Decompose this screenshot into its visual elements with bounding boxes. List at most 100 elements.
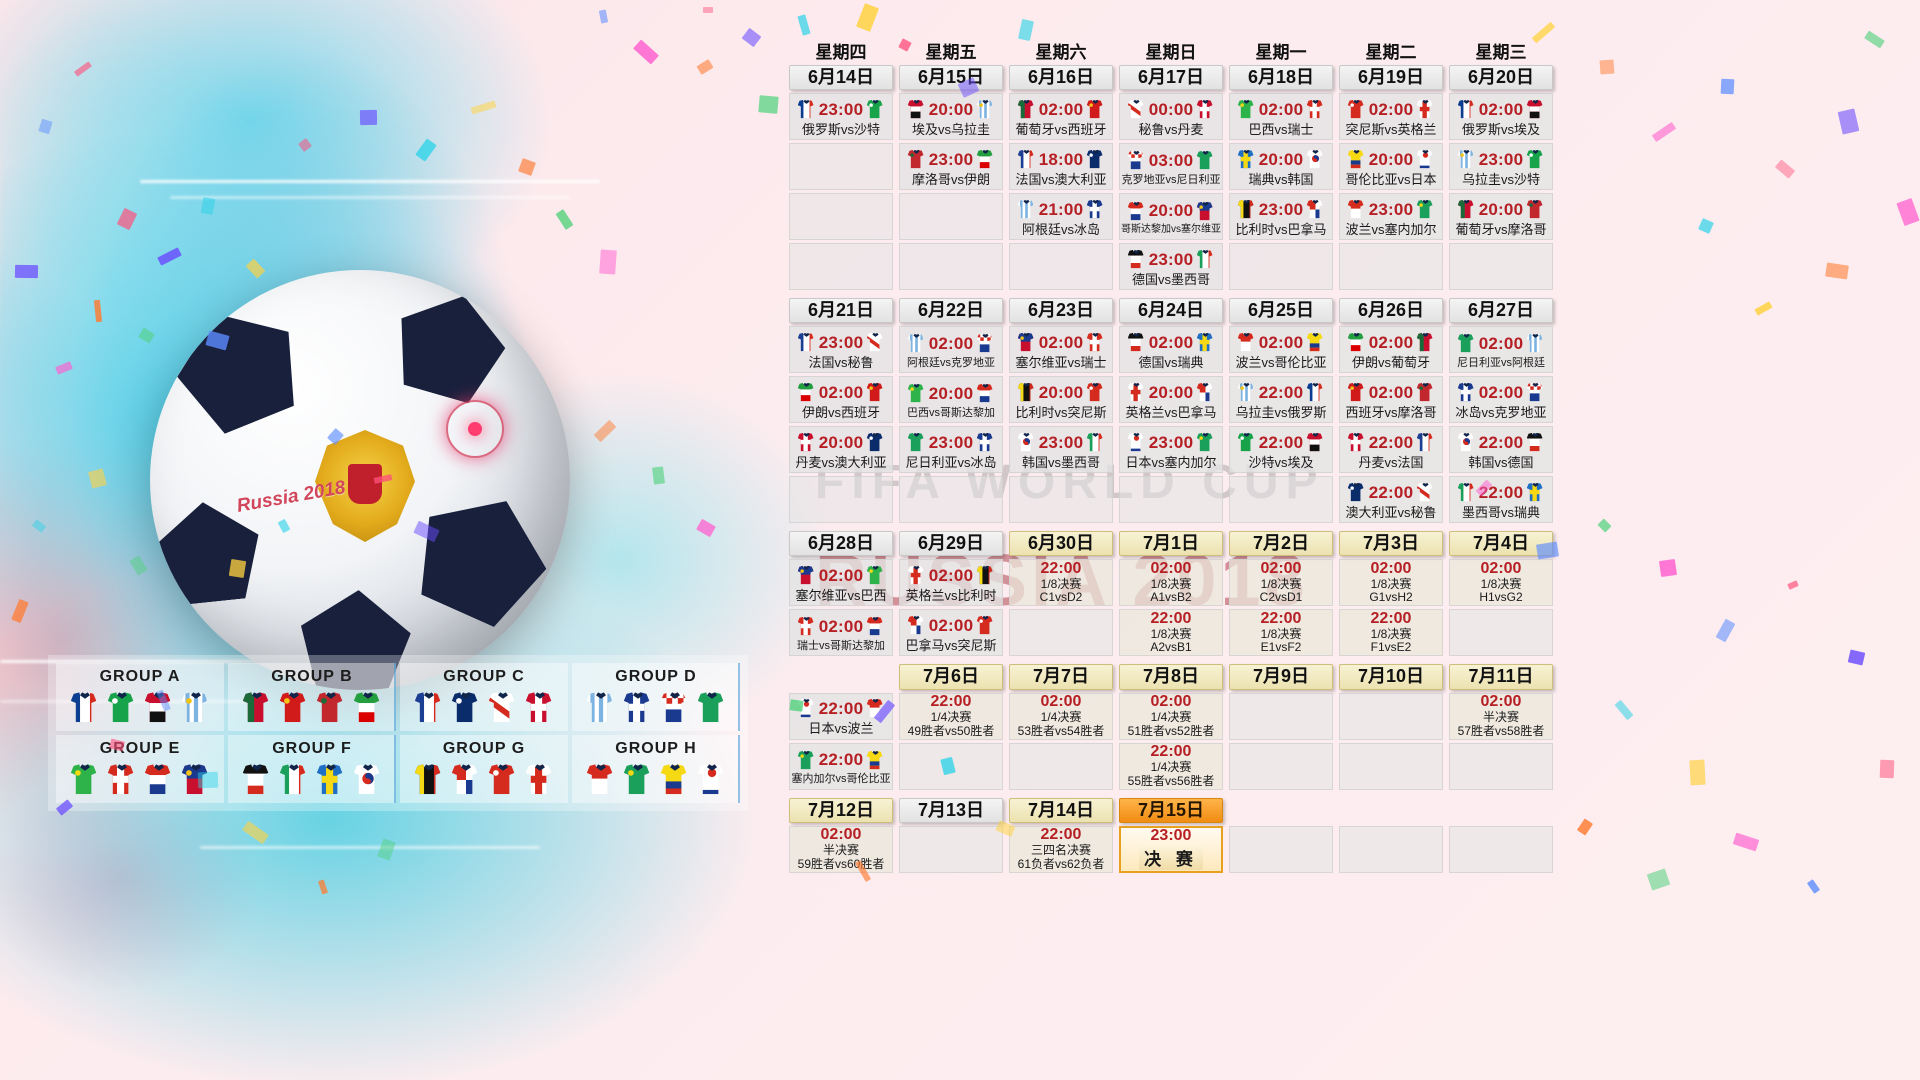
group-match-cell[interactable]: 02:00 冰岛vs克罗地亚 [1449, 376, 1553, 424]
knockout-match-cell[interactable]: 22:00 1/4决赛 49胜者vs50胜者 [899, 692, 1003, 740]
knockout-match-cell[interactable]: 02:00 半决赛 57胜者vs58胜者 [1449, 692, 1553, 740]
group-match-cell[interactable]: 02:00 英格兰vs比利时 [899, 559, 1003, 607]
group-match-cell[interactable]: 02:00 俄罗斯vs埃及 [1449, 93, 1553, 141]
knockout-match-cell[interactable]: 22:00 1/4决赛 55胜者vs56胜者 [1119, 742, 1223, 790]
group-match-cell[interactable]: 20:00 哥斯达黎加vs塞尔维亚 [1119, 193, 1223, 241]
group-match-cell[interactable]: 20:00 埃及vs乌拉圭 [899, 93, 1003, 141]
knockout-match-cell[interactable]: 22:00 1/8决赛 F1vsE2 [1339, 609, 1443, 657]
group-match-cell[interactable]: 02:00 伊朗vs葡萄牙 [1339, 326, 1443, 374]
knockout-match-cell[interactable]: 22:00 1/8决赛 A2vsB1 [1119, 609, 1223, 657]
group-box-group-c[interactable]: GROUP C [400, 663, 568, 731]
group-match-cell[interactable]: 23:00 日本vs塞内加尔 [1119, 426, 1223, 474]
group-match-cell[interactable]: 20:00 比利时vs突尼斯 [1009, 376, 1113, 424]
group-match-cell[interactable]: 20:00 巴西vs哥斯达黎加 [899, 376, 1003, 424]
group-match-cell[interactable]: 20:00 英格兰vs巴拿马 [1119, 376, 1223, 424]
group-box-group-b[interactable]: GROUP B [228, 663, 396, 731]
date-cell[interactable]: 7月11日 [1449, 664, 1553, 690]
group-match-cell[interactable]: 02:00 波兰vs哥伦比亚 [1229, 326, 1333, 374]
knockout-match-cell[interactable]: 22:00 1/8决赛 C1vsD2 [1009, 559, 1113, 607]
date-cell[interactable]: 6月29日 [899, 531, 1003, 557]
group-match-cell[interactable]: 23:00 比利时vs巴拿马 [1229, 193, 1333, 241]
group-box-group-h[interactable]: GROUP H [572, 735, 740, 803]
group-box-group-g[interactable]: GROUP G [400, 735, 568, 803]
group-match-cell[interactable]: 23:00 波兰vs塞内加尔 [1339, 193, 1443, 241]
group-box-group-a[interactable]: GROUP A [56, 663, 224, 731]
group-match-cell[interactable]: 02:00 瑞士vs哥斯达黎加 [789, 609, 893, 657]
date-cell[interactable]: 7月10日 [1339, 664, 1443, 690]
date-cell[interactable]: 6月18日 [1229, 65, 1333, 91]
date-cell[interactable]: 6月26日 [1339, 298, 1443, 324]
date-cell[interactable]: 7月9日 [1229, 664, 1333, 690]
date-cell[interactable]: 6月28日 [789, 531, 893, 557]
group-match-cell[interactable]: 23:00 德国vs墨西哥 [1119, 243, 1223, 291]
date-cell[interactable]: 7月7日 [1009, 664, 1113, 690]
date-cell[interactable]: 6月30日 [1009, 531, 1113, 557]
group-match-cell[interactable]: 23:00 俄罗斯vs沙特 [789, 93, 893, 141]
date-cell[interactable]: 7月12日 [789, 797, 893, 823]
group-match-cell[interactable]: 23:00 尼日利亚vs冰岛 [899, 426, 1003, 474]
group-match-cell[interactable]: 23:00 摩洛哥vs伊朗 [899, 143, 1003, 191]
group-box-group-e[interactable]: GROUP E [56, 735, 224, 803]
group-match-cell[interactable]: 22:00 澳大利亚vs秘鲁 [1339, 476, 1443, 524]
date-cell[interactable]: 6月24日 [1119, 298, 1223, 324]
group-match-cell[interactable]: 22:00 塞内加尔vs哥伦比亚 [789, 742, 893, 790]
knockout-match-cell[interactable]: 02:00 1/8决赛 G1vsH2 [1339, 559, 1443, 607]
group-match-cell[interactable]: 02:00 巴西vs瑞士 [1229, 93, 1333, 141]
group-match-cell[interactable]: 20:00 葡萄牙vs摩洛哥 [1449, 193, 1553, 241]
group-match-cell[interactable]: 22:00 丹麦vs法国 [1339, 426, 1443, 474]
group-match-cell[interactable]: 03:00 克罗地亚vs尼日利亚 [1119, 143, 1223, 191]
group-match-cell[interactable]: 02:00 突尼斯vs英格兰 [1339, 93, 1443, 141]
group-match-cell[interactable]: 23:00 法国vs秘鲁 [789, 326, 893, 374]
date-cell[interactable]: 7月13日 [899, 797, 1003, 823]
group-match-cell[interactable]: 22:00 乌拉圭vs俄罗斯 [1229, 376, 1333, 424]
date-cell[interactable]: 7月2日 [1229, 531, 1333, 557]
knockout-match-cell[interactable]: 02:00 1/8决赛 H1vsG2 [1449, 559, 1553, 607]
group-match-cell[interactable]: 02:00 巴拿马vs突尼斯 [899, 609, 1003, 657]
date-cell[interactable]: 6月22日 [899, 298, 1003, 324]
group-match-cell[interactable]: 02:00 塞尔维亚vs巴西 [789, 559, 893, 607]
date-cell[interactable]: 7月1日 [1119, 531, 1223, 557]
group-match-cell[interactable]: 02:00 葡萄牙vs西班牙 [1009, 93, 1113, 141]
date-cell[interactable]: 7月14日 [1009, 797, 1113, 823]
date-cell[interactable]: 7月6日 [899, 664, 1003, 690]
date-cell[interactable]: 6月14日 [789, 65, 893, 91]
group-match-cell[interactable]: 20:00 瑞典vs韩国 [1229, 143, 1333, 191]
group-match-cell[interactable]: 23:00 韩国vs墨西哥 [1009, 426, 1113, 474]
date-cell[interactable]: 7月8日 [1119, 664, 1223, 690]
knockout-match-cell[interactable]: 02:00 半决赛 59胜者vs60胜者 [789, 825, 893, 873]
date-cell[interactable]: 6月27日 [1449, 298, 1553, 324]
knockout-match-cell[interactable]: 22:00 三四名决赛 61负者vs62负者 [1009, 825, 1113, 873]
group-match-cell[interactable]: 02:00 阿根廷vs克罗地亚 [899, 326, 1003, 374]
group-match-cell[interactable]: 22:00 沙特vs埃及 [1229, 426, 1333, 474]
knockout-match-cell[interactable]: 02:00 1/8决赛 C2vsD1 [1229, 559, 1333, 607]
date-cell[interactable]: 6月25日 [1229, 298, 1333, 324]
date-cell[interactable]: 6月15日 [899, 65, 1003, 91]
group-match-cell[interactable]: 02:00 德国vs瑞典 [1119, 326, 1223, 374]
date-cell[interactable]: 6月23日 [1009, 298, 1113, 324]
knockout-match-cell[interactable]: 02:00 1/4决赛 51胜者vs52胜者 [1119, 692, 1223, 740]
date-cell[interactable]: 6月21日 [789, 298, 893, 324]
group-match-cell[interactable]: 00:00 秘鲁vs丹麦 [1119, 93, 1223, 141]
date-cell[interactable]: 6月20日 [1449, 65, 1553, 91]
group-match-cell[interactable]: 21:00 阿根廷vs冰岛 [1009, 193, 1113, 241]
group-match-cell[interactable]: 02:00 尼日利亚vs阿根廷 [1449, 326, 1553, 374]
group-match-cell[interactable]: 18:00 法国vs澳大利亚 [1009, 143, 1113, 191]
knockout-match-cell[interactable]: 02:00 1/4决赛 53胜者vs54胜者 [1009, 692, 1113, 740]
group-match-cell[interactable]: 02:00 伊朗vs西班牙 [789, 376, 893, 424]
date-cell[interactable]: 7月4日 [1449, 531, 1553, 557]
group-match-cell[interactable]: 20:00 丹麦vs澳大利亚 [789, 426, 893, 474]
group-match-cell[interactable]: 23:00 乌拉圭vs沙特 [1449, 143, 1553, 191]
group-match-cell[interactable]: 20:00 哥伦比亚vs日本 [1339, 143, 1443, 191]
knockout-match-cell[interactable]: 02:00 1/8决赛 A1vsB2 [1119, 559, 1223, 607]
group-match-cell[interactable]: 22:00 韩国vs德国 [1449, 426, 1553, 474]
date-cell[interactable]: 7月3日 [1339, 531, 1443, 557]
group-box-group-f[interactable]: GROUP F [228, 735, 396, 803]
final-match-cell[interactable]: 23:00 决 赛 [1119, 825, 1223, 873]
date-cell[interactable]: 6月17日 [1119, 65, 1223, 91]
date-cell[interactable]: 6月16日 [1009, 65, 1113, 91]
group-match-cell[interactable]: 02:00 西班牙vs摩洛哥 [1339, 376, 1443, 424]
group-box-group-d[interactable]: GROUP D [572, 663, 740, 731]
group-match-cell[interactable]: 02:00 塞尔维亚vs瑞士 [1009, 326, 1113, 374]
date-cell[interactable]: 6月19日 [1339, 65, 1443, 91]
date-cell[interactable]: 7月15日 [1119, 797, 1223, 823]
